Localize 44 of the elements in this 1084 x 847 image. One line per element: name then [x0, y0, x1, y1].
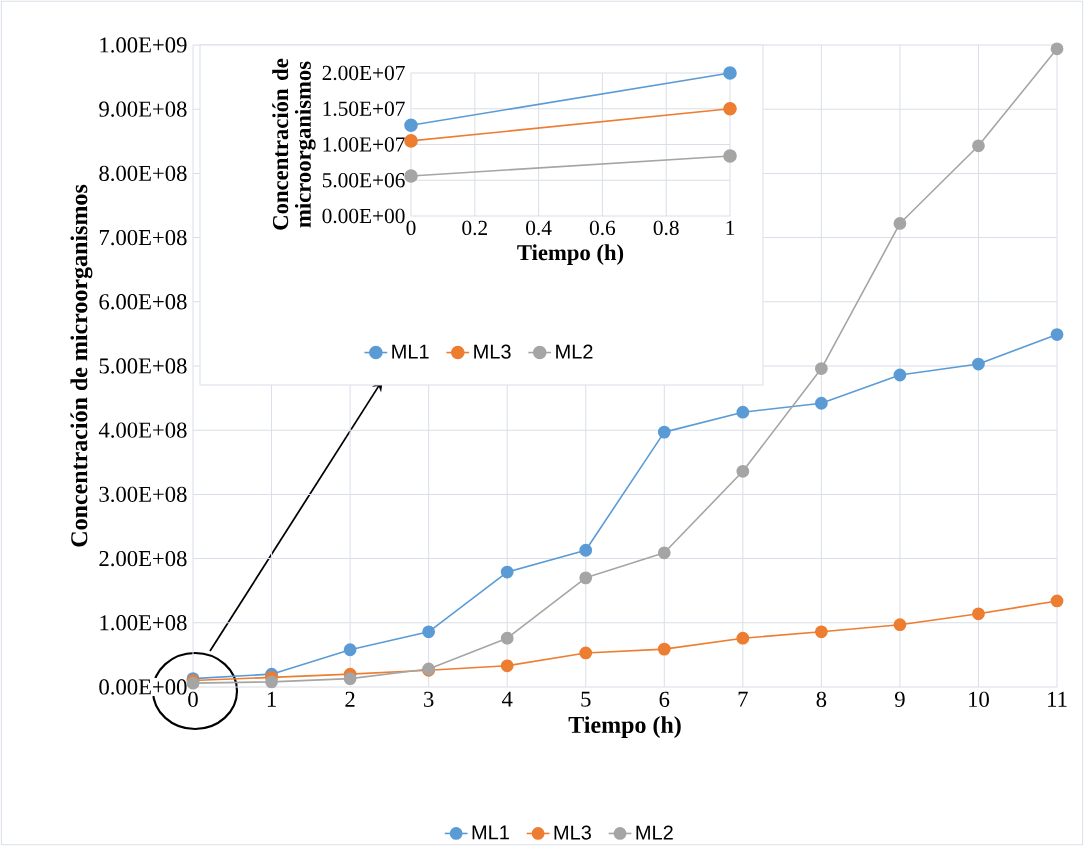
x-tick-label: 3: [424, 691, 434, 708]
y-tick-label: 4.00E+08: [98, 422, 187, 438]
x-tick-label: 1: [726, 220, 735, 235]
y-tick-label: 0.00E+00: [322, 208, 405, 224]
x-tick-label: 4: [501, 691, 513, 707]
legend-label: ML2: [636, 825, 673, 840]
legend-label: ML1: [392, 344, 429, 359]
x-tick-label: 8: [816, 691, 827, 708]
x-tick-label: 1: [267, 691, 276, 707]
y-tick-label: 2.00E+08: [99, 551, 187, 567]
y-tick-label: 1.00E+09: [100, 37, 187, 53]
y-tick-label: 3.00E+08: [99, 486, 187, 503]
x-tick-label: 0: [188, 691, 198, 708]
legend-label: ML3: [474, 344, 511, 359]
y-tick-label: 2.00E+07: [322, 65, 405, 81]
legend-label: ML1: [472, 825, 509, 840]
legend-label: ML3: [554, 825, 591, 840]
x-tick-label: 0: [406, 220, 416, 236]
x-tick-label: 0.2: [462, 220, 487, 236]
x-tick-label: 10: [969, 691, 989, 708]
y-axis-title: Concentración de microorganismos: [70, 184, 93, 547]
y-tick-label: 1.50E+07: [323, 101, 405, 117]
y-tick-label: 0.00E+00: [99, 679, 187, 695]
x-tick-label: 11: [1048, 691, 1067, 707]
y-tick-label: 1.00E+08: [100, 615, 187, 631]
x-tick-label: 0.4: [526, 220, 552, 236]
x-tick-label: 5: [581, 691, 591, 707]
y-tick-label: 9.00E+08: [99, 101, 187, 117]
legend-label: ML2: [556, 344, 593, 359]
x-tick-label: 2: [345, 691, 355, 707]
x-axis-title: Tiempo (h): [568, 716, 681, 739]
y-tick-label: 7.00E+08: [99, 230, 187, 246]
y-tick-label: 8.00E+08: [99, 165, 187, 182]
y-axis-title: Concentración de microorganismos: [272, 58, 316, 230]
y-tick-label: 6.00E+08: [99, 294, 187, 310]
x-tick-label: 6: [659, 691, 670, 708]
y-tick-label: 1.00E+07: [323, 137, 405, 152]
x-tick-label: 0.6: [589, 220, 616, 236]
x-tick-label: 7: [738, 691, 748, 707]
x-tick-label: 9: [894, 691, 905, 708]
y-tick-label: 5.00E+06: [322, 173, 405, 188]
y-tick-label: 5.00E+08: [99, 358, 187, 374]
x-axis-title: Tiempo (h): [517, 244, 624, 266]
x-tick-label: 0.8: [653, 220, 679, 236]
